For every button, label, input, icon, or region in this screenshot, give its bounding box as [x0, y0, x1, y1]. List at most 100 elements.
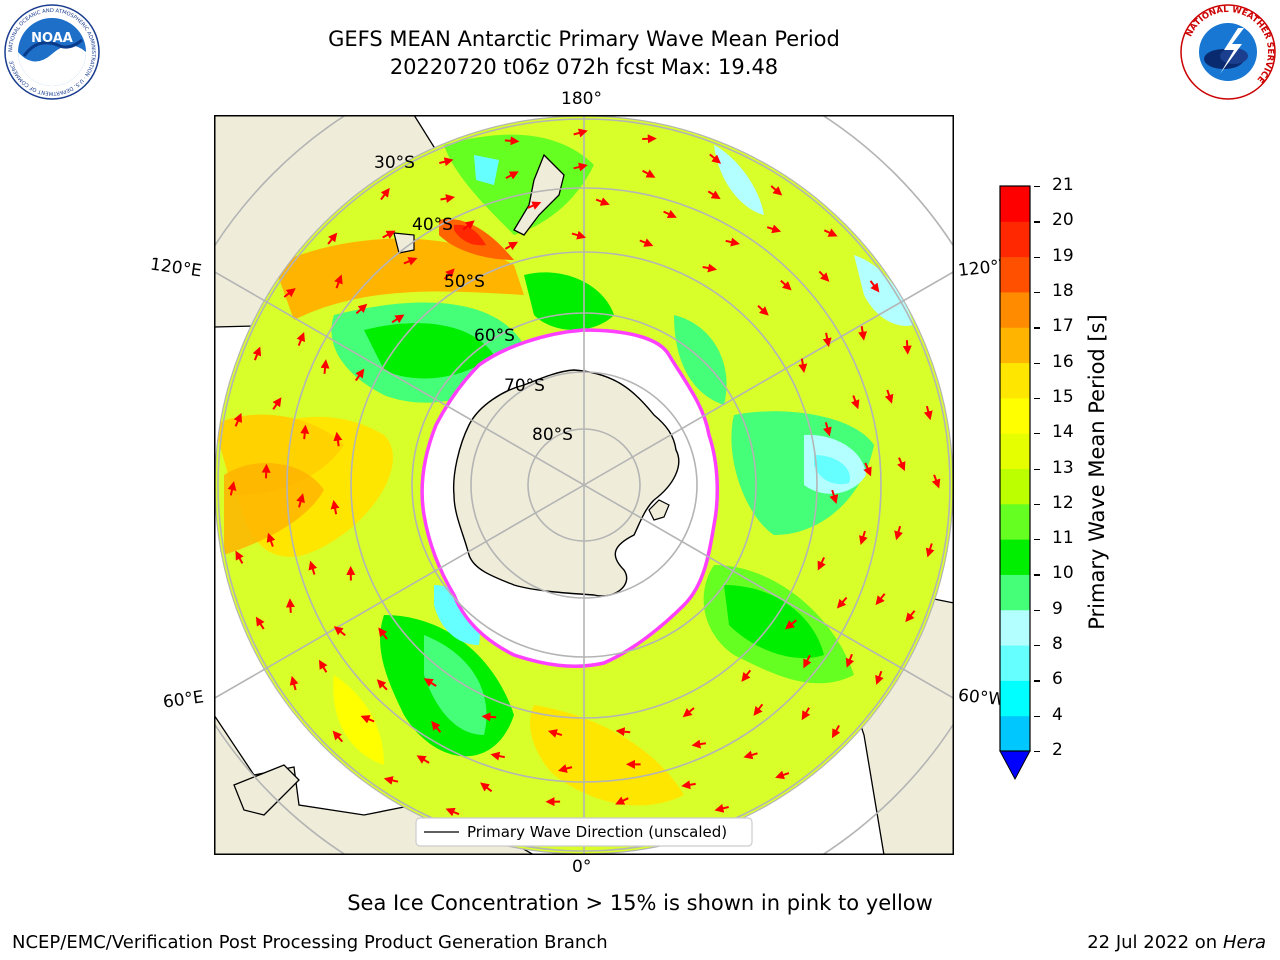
colorbar-tick-label: 20: [1052, 210, 1074, 231]
wave-arrow: [272, 397, 282, 410]
wave-arrow: [925, 543, 935, 558]
lat-label-40s: 40°S: [412, 215, 453, 235]
wave-arrow: [691, 739, 707, 749]
nws-logo: NATIONAL WEATHER SERVICE: [1180, 4, 1276, 100]
wave-arrow: [227, 481, 237, 496]
wave-arrow: [897, 457, 906, 472]
wave-arrow: [527, 201, 542, 210]
land-antarctica: [452, 369, 680, 597]
wave-arrow: [905, 610, 916, 623]
colorbar-bin: [1000, 433, 1030, 469]
colorbar-bin: [1000, 645, 1030, 681]
wave-arrow: [382, 230, 396, 239]
wave-arrow: [504, 241, 519, 251]
wave-arrow: [663, 209, 677, 219]
wave-arrow: [884, 389, 894, 404]
lon-label-60w: 60°W: [957, 685, 1006, 711]
wave-arrow: [318, 659, 328, 673]
wave-arrow: [391, 314, 405, 324]
wave-arrow: [403, 257, 418, 266]
colorbar-tick-label: 10: [1052, 563, 1074, 584]
wave-arrow: [296, 493, 305, 508]
wave-arrow: [702, 263, 718, 273]
wave-arrow: [481, 712, 497, 722]
wave-arrow: [573, 128, 588, 138]
footer-date-text: 22 Jul 2022 on: [1087, 932, 1218, 953]
wave-arrow: [327, 232, 338, 245]
colorbar-tick-label: 14: [1052, 422, 1074, 443]
wave-arrow: [831, 725, 841, 739]
colorbar-bin: [1000, 186, 1030, 222]
colorbar-tick-label: 16: [1052, 351, 1074, 372]
colorbar-label: Primary Wave Mean Period [s]: [1085, 314, 1109, 630]
wave-arrow: [725, 237, 740, 247]
colorbar-tick-mark: [1034, 645, 1040, 647]
wave-arrow: [504, 136, 520, 146]
wave-arrow: [334, 274, 343, 289]
wave-arrow: [642, 169, 656, 178]
colorbar-bin: [1000, 397, 1030, 434]
colorbar-bin: [1000, 291, 1030, 328]
wave-arrow: [490, 751, 505, 761]
colorbar-tick-label: 21: [1052, 175, 1074, 195]
wave-arrow: [380, 187, 390, 201]
lon-label-180: 180°: [561, 89, 602, 109]
wave-arrow: [757, 305, 769, 316]
wave-arrow: [360, 715, 375, 724]
colorbar-tick-mark: [1034, 751, 1040, 753]
wave-arrow: [615, 727, 631, 737]
colorbar-tick-label: 6: [1052, 669, 1063, 690]
wave-arrow: [770, 185, 783, 196]
wave-arrow: [440, 194, 455, 203]
colorbar-tick-label: 12: [1052, 492, 1074, 513]
lat-label-70s: 70°S: [504, 376, 545, 396]
colorbar-tick-label: 11: [1052, 528, 1074, 549]
wave-arrow: [423, 678, 437, 687]
wave-arrow: [822, 332, 832, 348]
wave-arrow: [818, 270, 830, 282]
wave-arrow: [741, 669, 752, 682]
colorbar-extend-triangle: [999, 750, 1031, 781]
wave-arrow: [829, 489, 839, 505]
colorbar-tick-mark: [1034, 574, 1040, 576]
wave-arrow: [443, 268, 455, 280]
colorbar-bin: [1000, 539, 1030, 575]
wave-arrow: [480, 782, 493, 793]
wave-arrow: [894, 525, 903, 541]
wave-arrow: [615, 796, 629, 805]
colorbar-tick-label: 13: [1052, 457, 1074, 478]
lon-label-0: 0°: [572, 857, 592, 877]
wave-arrow: [859, 530, 868, 546]
lon-label-120e: 120°E: [148, 254, 203, 282]
wave-arrow: [869, 280, 880, 293]
footer-date: 22 Jul 2022 on Hera: [1087, 932, 1266, 953]
polar-map: 30°S 40°S 50°S 60°S 70°S 80°S Primary Wa…: [214, 115, 954, 855]
wave-arrow: [823, 228, 838, 237]
wave-arrow: [376, 679, 388, 691]
noaa-logo-text: NOAA: [31, 31, 73, 46]
colorbar-tick-label: 15: [1052, 386, 1074, 407]
wave-arrow: [836, 596, 848, 609]
wave-arrow: [681, 780, 696, 790]
wave-arrow: [431, 720, 442, 733]
colorbar-tick-mark: [1034, 291, 1040, 294]
wave-arrow: [753, 703, 764, 716]
wave-arrow: [354, 368, 365, 382]
wave-arrow: [233, 412, 242, 427]
colorbar-tick-label: 4: [1052, 704, 1063, 725]
colorbar-frame: [999, 185, 1031, 752]
colorbar-bin: [1000, 574, 1030, 611]
wave-arrow: [235, 550, 244, 564]
wave-arrow: [445, 807, 460, 817]
lat-label-60s: 60°S: [474, 326, 515, 346]
colorbar-bin: [1000, 256, 1030, 293]
wave-arrow: [252, 346, 262, 361]
wave-arrow: [863, 462, 872, 477]
wave-arrow: [743, 750, 758, 760]
colorbar-tick-mark: [1034, 680, 1040, 682]
wave-arrow: [931, 474, 941, 489]
wave-arrow: [320, 359, 330, 374]
wave-arrow: [639, 238, 654, 247]
colorbar-tick-mark: [1034, 468, 1040, 470]
wave-arrow: [902, 340, 912, 355]
